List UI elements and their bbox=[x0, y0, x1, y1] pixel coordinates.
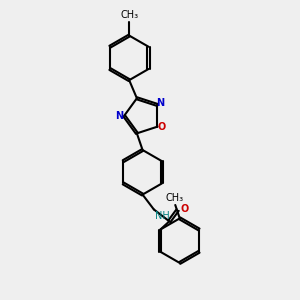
Text: N: N bbox=[116, 111, 124, 121]
Text: N: N bbox=[156, 98, 164, 108]
Text: O: O bbox=[180, 204, 188, 214]
Text: NH: NH bbox=[155, 211, 170, 220]
Text: O: O bbox=[158, 122, 166, 132]
Text: CH₃: CH₃ bbox=[165, 193, 183, 203]
Text: CH₃: CH₃ bbox=[120, 10, 138, 20]
